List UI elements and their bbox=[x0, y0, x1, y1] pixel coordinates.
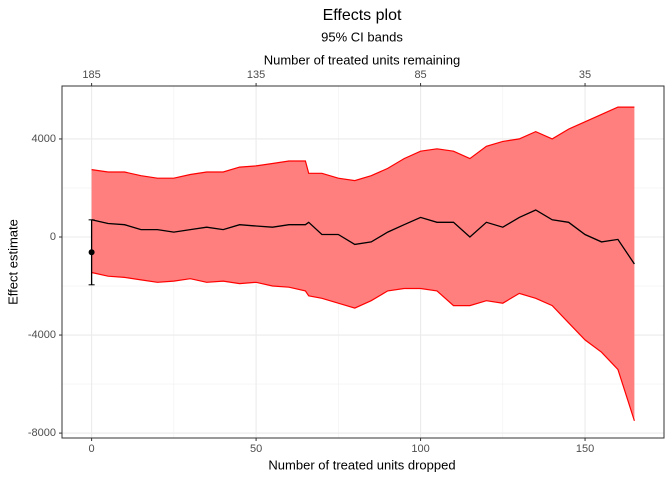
ci-band bbox=[91, 107, 635, 421]
y-axis-label: Effect estimate bbox=[5, 219, 20, 305]
y-tick-label: -8000 bbox=[28, 427, 56, 439]
point bbox=[88, 249, 95, 256]
estimate-line bbox=[91, 209, 635, 265]
y-tick-label: -4000 bbox=[28, 329, 56, 341]
x2-axis-label: Number of treated units remaining bbox=[264, 52, 461, 67]
x-tick-label: 50 bbox=[250, 443, 262, 455]
chart-subtitle: 95% CI bands bbox=[321, 29, 403, 44]
x2-tick-label: 185 bbox=[82, 69, 100, 81]
ci-upper bbox=[91, 106, 635, 182]
chart-title: Effects plot bbox=[323, 7, 402, 24]
x2-tick-label: 35 bbox=[579, 69, 591, 81]
ci-lower bbox=[91, 271, 635, 421]
x-axis-label: Number of treated units dropped bbox=[268, 457, 455, 472]
x2-tick-label: 85 bbox=[414, 69, 426, 81]
x-tick-label: 150 bbox=[576, 443, 594, 455]
x-tick-label: 0 bbox=[89, 443, 95, 455]
y-tick-label: 4000 bbox=[32, 133, 56, 145]
y-tick-label: 0 bbox=[50, 231, 56, 243]
x2-tick-label: 135 bbox=[247, 69, 265, 81]
x-tick-label: 100 bbox=[411, 443, 429, 455]
panel-border bbox=[61, 85, 665, 439]
